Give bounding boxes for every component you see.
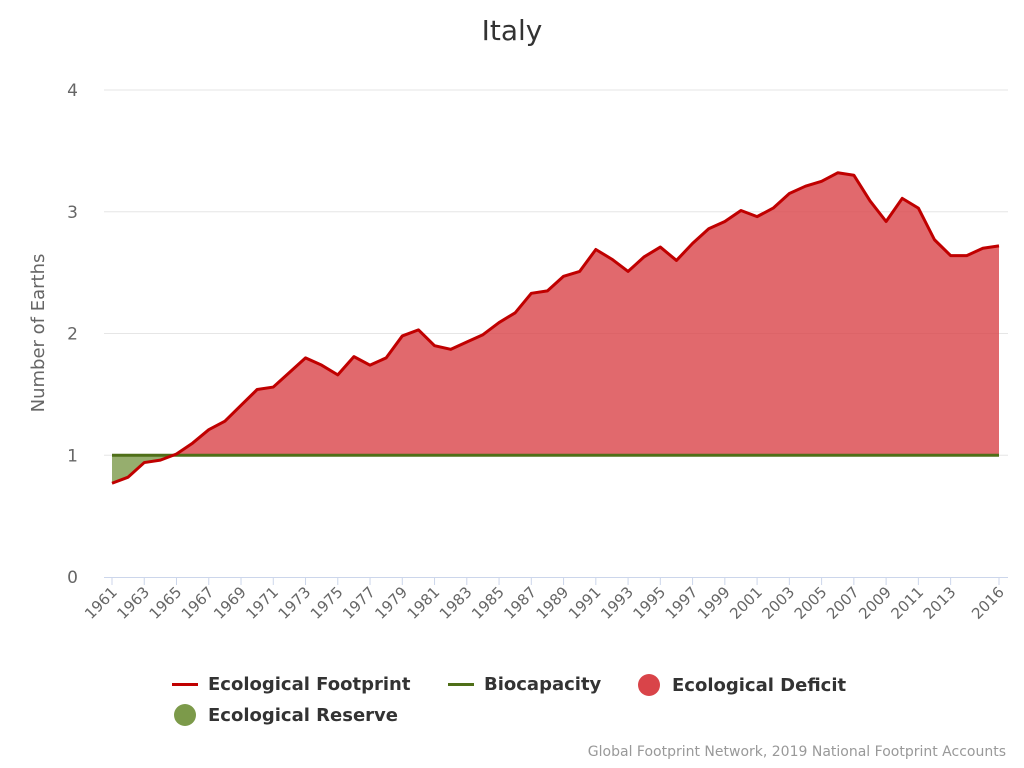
y-tick-label: 4 — [67, 81, 78, 101]
legend-item-footprint[interactable]: Ecological Footprint — [172, 674, 410, 695]
legend-swatch-footprint — [172, 683, 198, 686]
ecological-footprint-line — [111, 171, 1000, 485]
x-tick-label: 1971 — [242, 583, 282, 623]
x-tick-label: 1983 — [436, 583, 476, 623]
x-axis — [104, 577, 1008, 585]
x-tick-label: 1969 — [210, 583, 250, 623]
x-tick-label: 1965 — [146, 583, 186, 623]
x-tick-label: 1973 — [275, 583, 315, 623]
x-tick-label: 2005 — [791, 583, 831, 623]
x-tick-label: 1999 — [694, 583, 734, 623]
x-tick-label: 1975 — [307, 583, 347, 623]
x-tick-label: 1981 — [404, 583, 444, 623]
legend-label-deficit: Ecological Deficit — [672, 674, 847, 696]
x-tick-label: 1985 — [468, 583, 508, 623]
areas — [112, 172, 999, 484]
legend-swatch-reserve — [174, 704, 196, 726]
x-tick-label: 1963 — [113, 583, 153, 623]
legend-swatch-biocapacity — [448, 683, 474, 686]
legend-label-footprint: Ecological Footprint — [208, 674, 411, 695]
y-tick-label: 3 — [67, 203, 78, 223]
y-tick-labels: 0 1 2 3 4 — [67, 81, 78, 588]
series-lines — [111, 171, 1000, 485]
x-tick-label: 1967 — [178, 583, 218, 623]
x-tick-label: 2001 — [726, 583, 766, 623]
x-tick-label: 2003 — [758, 583, 798, 623]
x-tick-label: 1993 — [597, 583, 637, 623]
x-tick-label: 1961 — [81, 583, 121, 623]
y-axis-label: Number of Earths — [28, 254, 49, 413]
legend-swatch-deficit — [638, 674, 660, 696]
x-tick-label: 2007 — [823, 583, 863, 623]
chart-title: Italy — [482, 14, 543, 47]
legend-label-reserve: Ecological Reserve — [208, 704, 398, 726]
x-tick-labels: 1961196319651967196919711973197519771979… — [81, 583, 1008, 623]
x-tick-label: 2011 — [887, 583, 927, 623]
legend-label-biocapacity: Biocapacity — [484, 674, 602, 695]
ecological-deficit-area — [173, 172, 999, 456]
x-tick-label: 2013 — [920, 583, 960, 623]
credits[interactable]: Global Footprint Network, 2019 National … — [587, 744, 1006, 760]
x-tick-label: 1991 — [565, 583, 605, 623]
x-tick-label: 1989 — [533, 583, 573, 623]
legend-item-reserve[interactable]: Ecological Reserve — [174, 704, 398, 726]
x-tick-label: 1997 — [662, 583, 702, 623]
legend-item-biocapacity[interactable]: Biocapacity — [448, 674, 601, 695]
x-tick-label: 1979 — [371, 583, 411, 623]
x-tick-label: 1977 — [339, 583, 379, 623]
x-tick-label: 1987 — [500, 583, 540, 623]
x-tick-label: 2009 — [855, 583, 895, 623]
y-tick-label: 1 — [67, 446, 78, 466]
y-tick-label: 2 — [67, 325, 78, 345]
legend-item-deficit[interactable]: Ecological Deficit — [638, 674, 846, 696]
x-tick-label: 2016 — [968, 583, 1008, 623]
x-tick-label: 1995 — [629, 583, 669, 623]
y-tick-label: 0 — [67, 568, 78, 588]
